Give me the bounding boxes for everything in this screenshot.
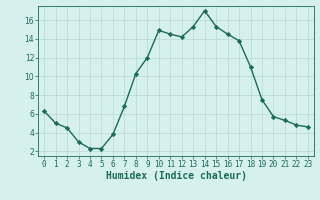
X-axis label: Humidex (Indice chaleur): Humidex (Indice chaleur) [106,171,246,181]
